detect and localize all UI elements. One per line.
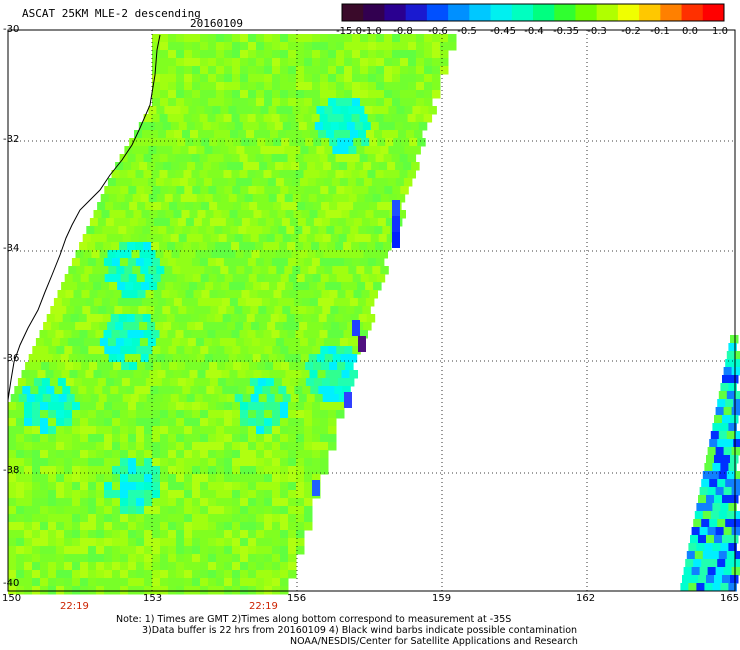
lat-label: -38: [3, 465, 20, 476]
lon-label: 165: [720, 593, 740, 604]
lat-label: -34: [3, 243, 20, 254]
colorbar-tick-label: -0.45: [490, 26, 516, 37]
map-date: 20160109: [190, 17, 243, 30]
lat-label: -40: [3, 578, 20, 589]
lon-label: 150: [2, 593, 22, 604]
colorbar-tick-label: -15.0: [336, 26, 362, 37]
colorbar-tick-label: -0.3: [587, 26, 607, 37]
colorbar-swatch: [639, 4, 661, 21]
colorbar-swatch: [448, 4, 470, 21]
map-title: ASCAT 25KM MLE-2 descending: [22, 7, 201, 20]
colorbar-swatch: [575, 4, 598, 21]
plot-frame: [7, 29, 736, 592]
lat-label: -30: [3, 24, 20, 35]
colorbar-tick-label: -0.8: [393, 26, 413, 37]
colorbar-tick-label: -0.1: [650, 26, 670, 37]
lat-label: -32: [3, 134, 20, 145]
colorbar-swatch: [405, 4, 428, 21]
coastline: [7, 34, 161, 401]
colorbar-swatch: [426, 4, 449, 21]
colorbar-tick-label: -0.6: [428, 26, 448, 37]
lat-lon-grid: [8, 30, 735, 591]
colorbar-tick-label: 1.0: [712, 26, 728, 37]
colorbar-tick-label: -0.2: [621, 26, 641, 37]
swath-time-label: 22:19: [249, 601, 278, 612]
colorbar-swatch: [363, 4, 385, 21]
colorbar-swatch: [660, 4, 683, 21]
colorbar-swatch: [596, 4, 619, 21]
colorbar-tick-label: -0.35: [553, 26, 579, 37]
wind-swath-layer: [8, 34, 740, 595]
colorbar: [341, 3, 725, 22]
colorbar-swatch: [533, 4, 555, 21]
colorbar-tick-label: -0.5: [457, 26, 477, 37]
colorbar-swatch: [342, 4, 364, 21]
lon-label: 162: [576, 593, 596, 604]
colorbar-swatch: [702, 4, 725, 21]
colorbar-swatch: [681, 4, 704, 21]
colorbar-tick-label: -1.0: [362, 26, 382, 37]
colorbar-swatch: [469, 4, 492, 21]
colorbar-tick-label: 0.0: [682, 26, 698, 37]
note-line-2: 3)Data buffer is 22 hrs from 20160109 4)…: [142, 625, 578, 636]
colorbar-swatch: [384, 4, 407, 21]
note-line-3: NOAA/NESDIS/Center for Satellite Applica…: [290, 636, 578, 647]
lat-label: -36: [3, 353, 20, 364]
swath-time-label: 22:19: [60, 601, 89, 612]
note-line-1: Note: 1) Times are GMT 2)Times along bot…: [116, 614, 512, 625]
colorbar-swatch: [511, 4, 534, 21]
colorbar-swatch: [617, 4, 640, 21]
lon-label: 153: [143, 593, 163, 604]
colorbar-swatch: [554, 4, 576, 21]
colorbar-swatch: [490, 4, 513, 21]
colorbar-frame: [341, 3, 725, 22]
colorbar-tick-label: -0.4: [524, 26, 544, 37]
lon-label: 156: [287, 593, 307, 604]
lon-label: 159: [432, 593, 452, 604]
